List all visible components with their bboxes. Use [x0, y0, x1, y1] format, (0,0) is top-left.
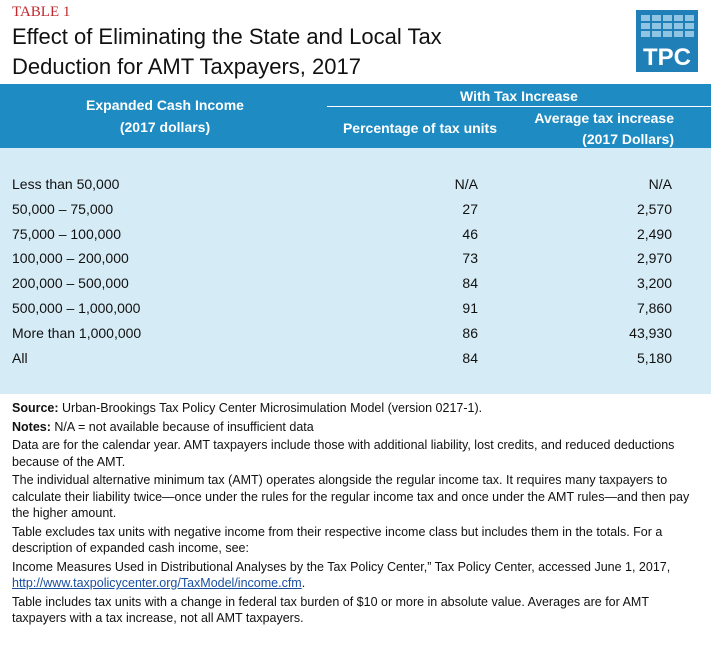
logo-square: [641, 23, 650, 29]
header-rule: [327, 106, 711, 107]
logo-square: [641, 15, 650, 21]
group-header: With Tax Increase: [460, 88, 578, 104]
cell: 84: [462, 275, 478, 292]
note: Source: Urban-Brookings Tax Policy Cente…: [12, 400, 704, 417]
cell: N/A: [648, 176, 672, 192]
row-label: 50,000 – 75,000: [12, 200, 114, 217]
note-text: Urban-Brookings Tax Policy Center Micros…: [62, 401, 483, 415]
logo-square: [685, 23, 694, 29]
row-label: More than 1,000,000: [12, 324, 142, 341]
row-label: 200,000 – 500,000: [12, 275, 129, 292]
note: Table excludes tax units with negative i…: [12, 524, 663, 556]
table-header: [0, 84, 711, 148]
cell: 46: [462, 225, 478, 242]
row-label: 75,000 – 100,000: [12, 225, 121, 242]
note-label: Notes:: [12, 419, 51, 434]
cell: 84: [462, 349, 478, 366]
title: Deduction for AMT Taxpayers, 2017: [12, 54, 361, 79]
logo-square: [652, 23, 661, 29]
note: The individual alternative minimum tax (…: [12, 473, 690, 520]
note: Table includes tax units with a change i…: [12, 594, 649, 626]
cell: 73: [462, 250, 478, 267]
note-text: N/A = not available because of insuffici…: [54, 419, 314, 434]
note: Data are for the calendar year. AMT taxp…: [12, 438, 675, 469]
row-label: Less than 50,000: [12, 176, 120, 192]
note: Income Measures Used in Distributional A…: [12, 559, 704, 592]
cell: 27: [462, 200, 478, 217]
logo-square: [674, 31, 683, 37]
cell: 7,860: [636, 300, 672, 316]
cell: 86: [462, 324, 478, 341]
logo-square: [685, 15, 694, 21]
column-header: (2017 Dollars): [582, 131, 674, 147]
logo-square: [663, 31, 672, 37]
cell: 91: [462, 300, 478, 316]
table-label: TABLE 1: [12, 4, 71, 20]
logo-square: [674, 23, 683, 29]
cell: 2,970: [636, 250, 672, 267]
logo-square: [652, 31, 661, 37]
logo: TPC: [636, 10, 698, 72]
logo-square: [685, 31, 694, 37]
logo-square: [674, 15, 683, 21]
cell: 2,570: [636, 200, 672, 217]
column-header: (2017 dollars): [119, 119, 211, 135]
notes: Source: Urban-Brookings Tax Policy Cente…: [12, 400, 704, 629]
logo-text: TPC: [643, 44, 691, 71]
cell: 5,180: [636, 349, 672, 366]
cell: 43,930: [629, 324, 672, 341]
note-text: Income Measures Used in Distributional A…: [12, 559, 671, 574]
title: Effect of Eliminating the State and Loca…: [12, 24, 442, 49]
column-header: Average tax increase: [534, 110, 674, 126]
cell: 2,490: [636, 225, 672, 242]
row-label: 100,000 – 200,000: [12, 250, 129, 267]
cell: 3,200: [636, 275, 672, 292]
logo-square: [652, 15, 661, 21]
column-header: Percentage of tax units: [342, 120, 498, 136]
logo-square: [641, 31, 650, 37]
logo-square: [663, 23, 672, 29]
table-body: [0, 148, 711, 394]
row-label: 500,000 – 1,000,000: [12, 300, 141, 316]
note: Notes: N/A = not available because of in…: [12, 419, 704, 436]
link[interactable]: http://www.taxpolicycenter.org/TaxModel/…: [12, 576, 302, 590]
column-header: Expanded Cash Income: [86, 97, 244, 113]
row-label: All: [12, 349, 28, 366]
cell: N/A: [454, 176, 478, 192]
logo-square: [663, 15, 672, 21]
note-label: Source:: [12, 401, 59, 415]
note-text: .: [301, 576, 306, 590]
